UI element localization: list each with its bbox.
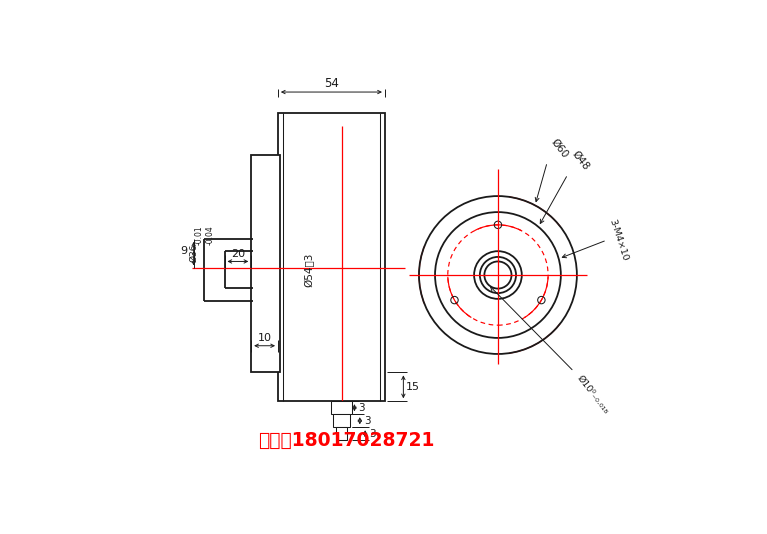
Text: Ø10⁰₋₀.₀₁₈: Ø10⁰₋₀.₀₁₈ [575,374,611,415]
Text: 3: 3 [358,403,365,413]
Bar [334,414,350,427]
Bar [331,401,352,414]
Bar [252,154,280,373]
Text: Ø48: Ø48 [570,149,591,172]
Text: 10: 10 [258,333,272,343]
Text: 15: 15 [406,382,420,392]
Text: Ø54＊3: Ø54＊3 [305,253,315,287]
Text: 3: 3 [364,416,370,426]
Text: Ø60: Ø60 [549,137,571,160]
Bar [278,113,385,401]
Text: -0.01
-0.04: -0.01 -0.04 [195,225,214,245]
Text: 3: 3 [369,429,376,439]
Text: 54: 54 [324,77,339,90]
Text: 9: 9 [179,246,187,256]
Text: 3-M4×10: 3-M4×10 [607,218,630,262]
Bar [336,427,347,441]
Text: Ø36: Ø36 [189,244,199,263]
Text: 20: 20 [231,249,245,260]
Text: 手机：18017028721: 手机：18017028721 [258,431,434,450]
